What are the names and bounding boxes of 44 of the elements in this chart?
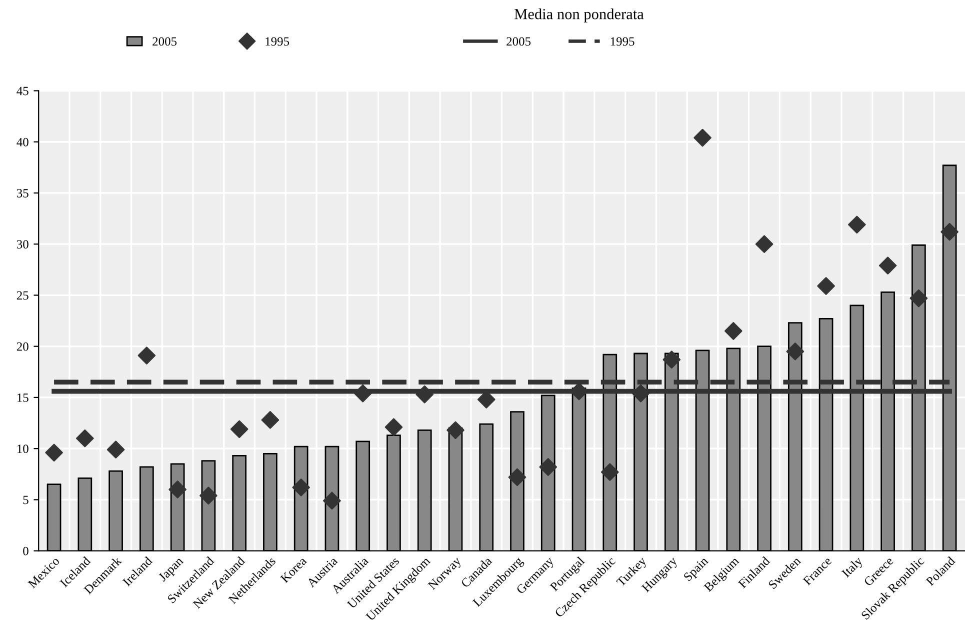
point [446,421,464,440]
point [508,468,526,486]
point [230,420,248,438]
point [755,235,774,254]
point [323,492,341,510]
y-tick-label: 30 [16,240,28,249]
point [200,486,218,505]
point [724,322,742,340]
text: Media non ponderata [514,8,644,22]
y-tick-label: 35 [16,189,28,198]
y-tick-label: 45 [16,86,28,96]
y-tick-label: 0 [23,546,28,556]
legend-label: 2005 [152,37,177,46]
point [662,350,681,369]
point [261,411,280,429]
point [878,256,897,274]
legend-label: 2005 [506,37,531,46]
legend-label: 1995 [610,37,634,46]
x-tick-label: Italy [841,556,865,580]
point [45,444,63,462]
y-tick-label: 15 [17,394,28,402]
point [632,384,650,402]
legend-label: 1995 [266,37,290,46]
y-tick-label: 40 [16,138,28,146]
point [817,277,835,295]
point [539,458,558,476]
point [910,289,928,308]
point [786,342,804,360]
y-tick-label: 25 [16,291,28,300]
point [168,480,186,498]
y-tick-label: 10 [17,444,28,454]
point [76,429,94,448]
point [940,222,958,241]
point [694,128,712,147]
point [384,418,403,436]
point [848,216,866,234]
point [106,440,125,459]
point [292,478,310,496]
point [600,463,619,482]
y-tick-label: 20 [16,342,28,351]
point [354,384,372,402]
point [138,346,156,364]
point [416,385,434,404]
y-tick-label: 5 [23,496,28,504]
